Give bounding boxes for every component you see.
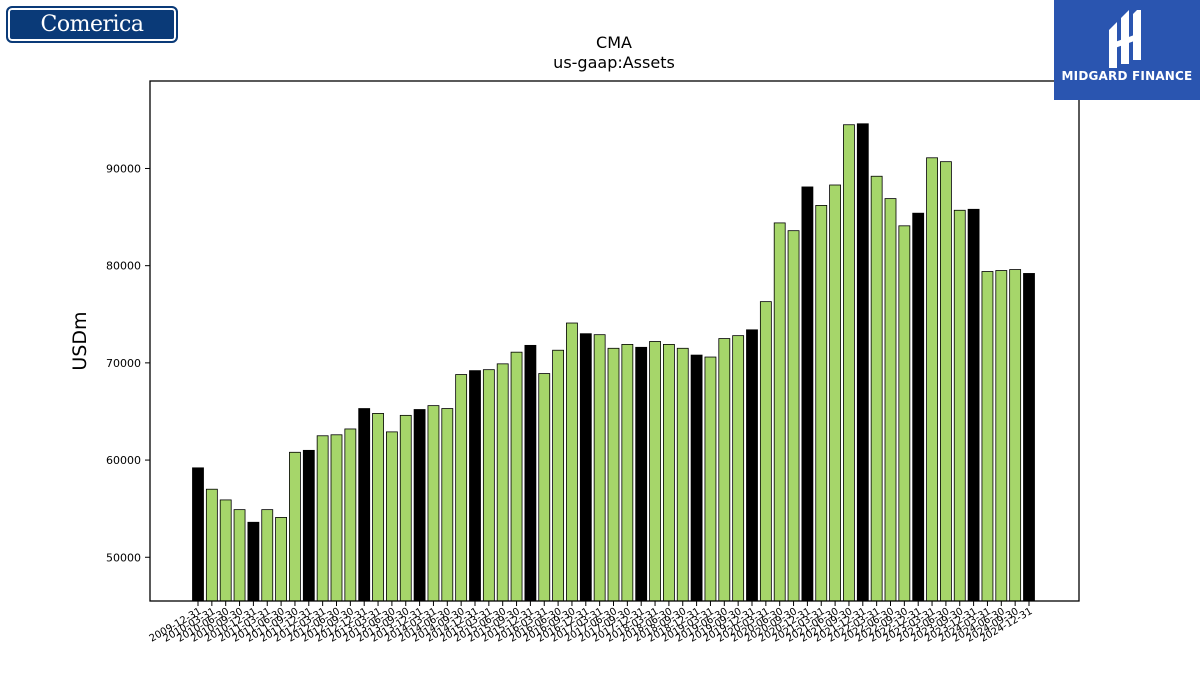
bar xyxy=(995,270,1008,602)
comerica-logo: Comerica xyxy=(6,6,178,43)
bar xyxy=(469,370,481,602)
bar xyxy=(787,230,800,602)
bar xyxy=(538,373,551,602)
midgard-logo-text: MIDGARD FINANCE xyxy=(1061,69,1193,83)
comerica-logo-text: Comerica xyxy=(40,12,144,37)
bar xyxy=(759,301,772,602)
bar xyxy=(205,488,218,602)
bar xyxy=(829,184,841,602)
bar xyxy=(940,161,952,602)
bar xyxy=(843,124,855,602)
bar xyxy=(427,405,440,602)
bar xyxy=(372,413,384,602)
bar xyxy=(773,222,786,602)
y-tick-label: 80000 xyxy=(106,260,141,273)
bar xyxy=(690,354,703,602)
bar xyxy=(815,205,828,602)
bar xyxy=(289,451,301,602)
y-tick-label: 60000 xyxy=(106,454,141,467)
bar xyxy=(233,509,246,602)
bar xyxy=(510,351,523,602)
bar xyxy=(649,341,661,602)
y-tick-label: 70000 xyxy=(106,357,141,370)
bar xyxy=(926,157,938,602)
bar xyxy=(607,347,620,602)
bar xyxy=(704,356,717,602)
bar xyxy=(524,344,537,602)
bar xyxy=(455,374,468,602)
y-tick-label: 90000 xyxy=(106,162,141,175)
bar xyxy=(385,431,398,602)
bar xyxy=(676,347,689,602)
y-axis-label: USDm xyxy=(69,311,91,370)
bar xyxy=(856,123,869,602)
midgard-mark-icon xyxy=(1109,10,1141,68)
bar xyxy=(192,467,204,602)
bar xyxy=(399,414,412,602)
bar xyxy=(746,329,758,602)
midgard-finance-logo: MIDGARD FINANCE xyxy=(1054,0,1200,100)
x-ticks-layer: 2009-12-312010-03-312010-06-302010-09-30… xyxy=(148,601,1035,645)
bar xyxy=(801,186,814,602)
bar xyxy=(316,435,329,602)
bar xyxy=(330,434,343,602)
bar xyxy=(663,343,675,602)
bar xyxy=(358,408,371,602)
y-ticks-layer: 50000 60000 70000 80000 90000 xyxy=(106,162,150,564)
chart-title: CMA xyxy=(596,33,632,52)
bar xyxy=(593,334,606,602)
bar xyxy=(912,212,925,602)
bar xyxy=(344,428,357,602)
bars-layer xyxy=(192,123,1035,602)
y-tick-label: 50000 xyxy=(106,551,141,564)
bar xyxy=(302,449,315,602)
bar xyxy=(482,369,495,602)
bar xyxy=(579,333,592,602)
bar xyxy=(496,363,509,602)
bar xyxy=(219,499,232,602)
bar xyxy=(732,335,745,602)
bar xyxy=(953,209,966,602)
bar xyxy=(898,225,911,602)
bar xyxy=(967,208,980,602)
bar xyxy=(635,346,648,602)
bar xyxy=(247,521,260,602)
bar xyxy=(718,338,731,602)
chart-subtitle: us-gaap:Assets xyxy=(553,53,675,72)
bar xyxy=(275,517,288,602)
bar xyxy=(981,271,994,602)
plot-frame xyxy=(149,80,1080,602)
bar xyxy=(566,322,578,602)
bar xyxy=(441,408,454,602)
bar xyxy=(261,509,274,602)
bar xyxy=(884,198,897,602)
bar xyxy=(1009,269,1022,602)
bar xyxy=(870,175,883,602)
bar xyxy=(413,409,426,602)
bar xyxy=(1023,273,1035,602)
bar xyxy=(621,343,634,602)
bar xyxy=(552,349,564,602)
